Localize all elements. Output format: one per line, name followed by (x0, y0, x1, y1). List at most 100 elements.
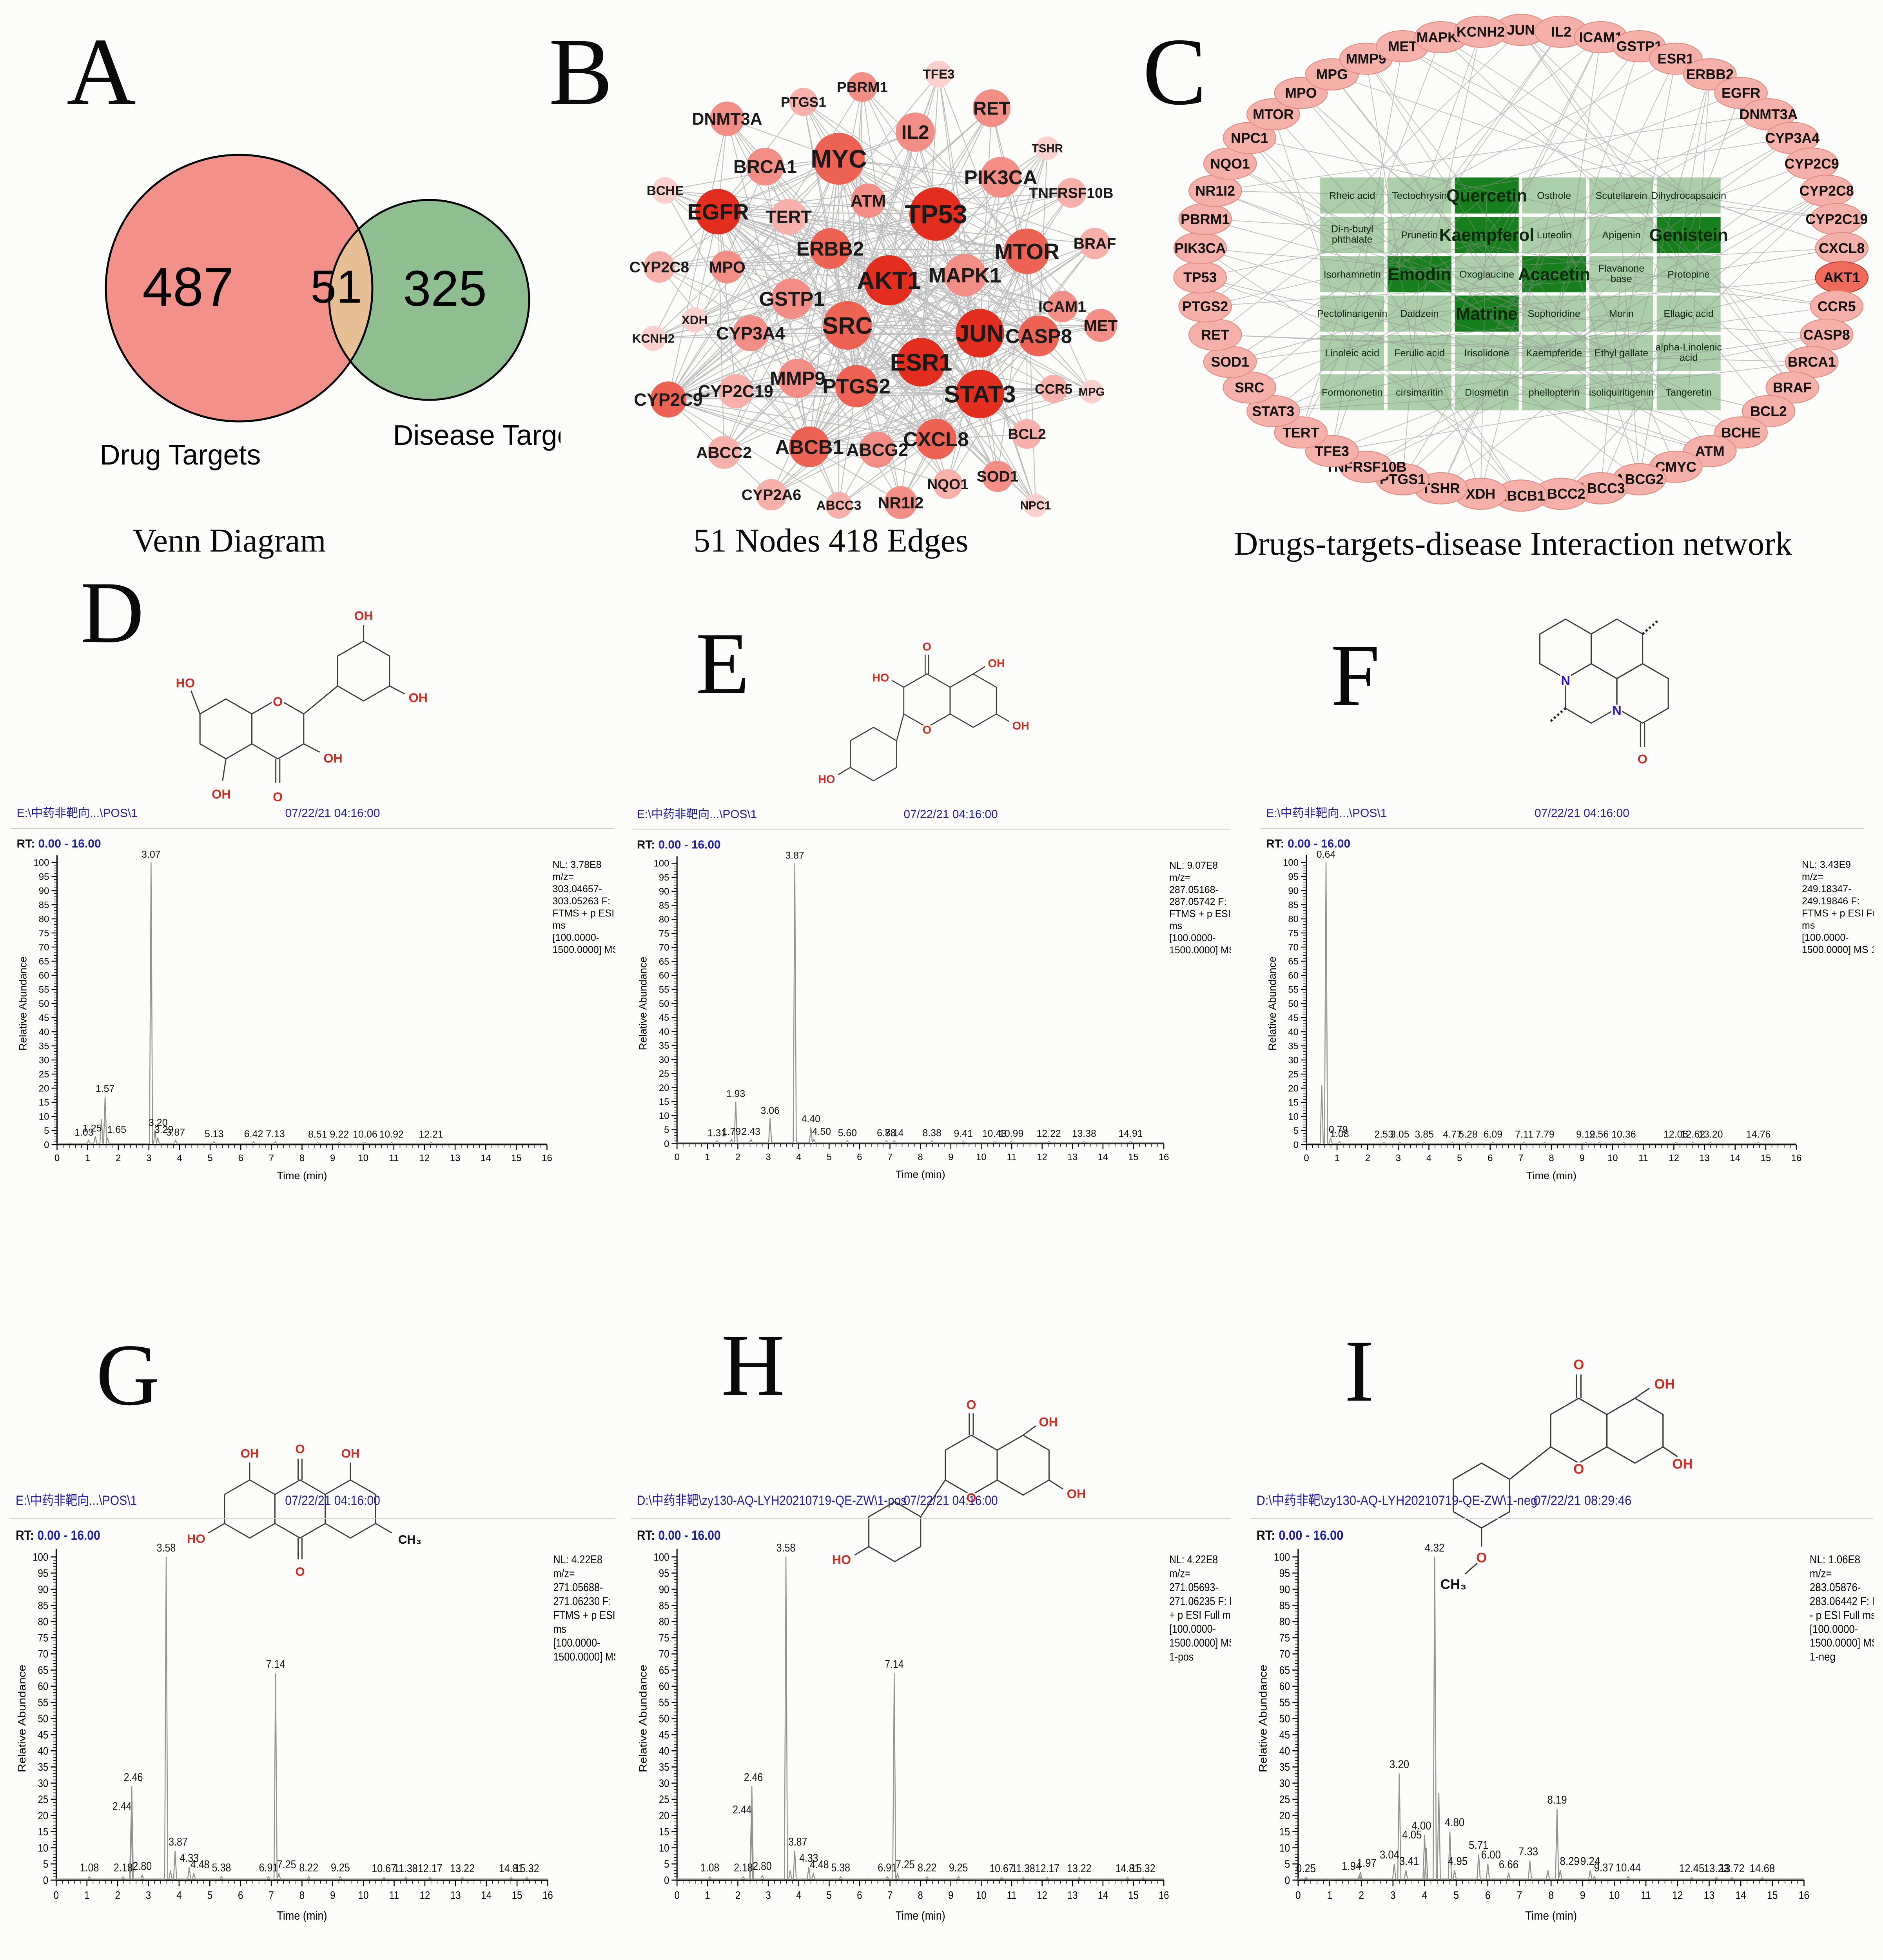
ppi-edge (809, 248, 831, 447)
nl-info-line: m/z= (1802, 871, 1823, 882)
peak-label: 3.07 (141, 849, 161, 860)
dtd-edge (1554, 190, 1827, 354)
ppi-edge (921, 243, 1095, 363)
x-tick-label: 14 (1098, 1890, 1108, 1902)
venn-left-value: 487 (142, 256, 234, 318)
ppi-node (810, 228, 851, 269)
dtd-edge (1230, 163, 1622, 393)
atom-label: HO (176, 676, 195, 690)
dtd-edge (1621, 195, 1812, 362)
y-tick-label: 35 (659, 1041, 669, 1051)
dtd-edge (1402, 274, 1622, 480)
y-tick-label: 55 (659, 985, 669, 995)
peak-label: 8.19 (1547, 1793, 1567, 1806)
dtd-ring-label: CXCL8 (1819, 240, 1865, 256)
dtd-edge (1351, 31, 1481, 392)
y-tick-label: 60 (1279, 1680, 1290, 1693)
dtd-edge (1480, 195, 1555, 494)
atom-label: CH₃ (1440, 1577, 1467, 1592)
compound-label: Pectolinarigenin (1317, 309, 1387, 319)
ppi-node-label: BRAF (1074, 236, 1116, 252)
y-tick-label: 15 (39, 1097, 49, 1108)
ppi-node-label: TERT (766, 207, 812, 227)
dtd-edge (1621, 195, 1837, 220)
bond (837, 767, 851, 775)
compound-label: Di-n-butyl phthalate (1331, 224, 1373, 245)
nl-info-line: NL: 3.78E8 (553, 859, 602, 870)
ppi-network: PTGS1 PBRM1 TFE3 DNMT3A MYC IL2 RET TSHR BRCA1 BC… (629, 61, 1117, 519)
compound-label: Kaempferol (1439, 225, 1535, 245)
compound-label: Protopine (1667, 269, 1710, 280)
dtd-edge (1249, 195, 1487, 388)
dtd-edge (1419, 58, 1676, 196)
y-tick-label: 80 (1279, 1615, 1290, 1628)
ppi-edge (915, 132, 1027, 252)
ppi-node (835, 365, 878, 407)
atom-label: O (1638, 751, 1647, 766)
y-tick-label: 55 (39, 984, 49, 995)
ppi-node (1047, 291, 1078, 322)
dtd-edge (1366, 313, 1689, 467)
peak-label: 7.33 (1518, 1845, 1538, 1858)
x-tick-label: 10 (358, 1890, 369, 1902)
dtd-edge (1205, 195, 1689, 307)
x-tick-label: 1 (1334, 1153, 1339, 1163)
x-tick-label: 2 (116, 1153, 121, 1163)
chromatogram-genistein: D:\中药非靶\zy130-AQ-LYH20210719-QE-ZW\1-pos… (631, 1493, 1231, 1922)
ring-bond (868, 1501, 922, 1563)
dtd-edge (1688, 313, 1769, 412)
y-tick-label: 35 (39, 1041, 49, 1051)
chromatogram-trace (677, 1557, 1164, 1880)
nl-info-line: 249.18347- (1802, 884, 1852, 895)
ppi-node-label: TSHR (1032, 142, 1063, 155)
y-tick-label: 25 (38, 1794, 49, 1806)
bond (208, 1523, 225, 1534)
dtd-ring-node (1246, 395, 1300, 427)
x-tick-label: 2 (735, 1890, 740, 1902)
dtd-edge (1554, 163, 1812, 354)
ppi-edge (735, 158, 840, 392)
x-tick-label: 12 (420, 1890, 430, 1902)
ppi-node (933, 469, 963, 499)
nl-info-line: 271.05688- (553, 1581, 603, 1593)
y-tick-label: 80 (1288, 914, 1299, 924)
chromatogram-emodin: E:\中药非靶向...\POS\1 07/22/21 04:16:00 RT: 0.… (10, 1493, 615, 1922)
dtd-ring-label: SRC (1235, 380, 1264, 396)
x-tick-label: 0 (54, 1890, 59, 1902)
ppi-edge (718, 211, 1027, 252)
nl-info-line: 1500.0000] MS 1 (553, 944, 616, 955)
x-tick-label: 2 (1359, 1889, 1364, 1902)
ppi-edge (935, 275, 966, 439)
dtd-ring-label: KCNH2 (1457, 24, 1505, 40)
peak-label: 4.40 (802, 1114, 820, 1125)
nl-info-line: NL: 4.22E8 (553, 1553, 602, 1566)
dtd-ring-label: CCR5 (1818, 299, 1856, 314)
y-tick-label: 45 (659, 1013, 669, 1023)
x-tick-label: 7 (1518, 1153, 1523, 1163)
ppi-edge (718, 211, 936, 215)
dtd-edge (1554, 274, 1837, 307)
nl-info-line: 1500.0000] MS (1810, 1636, 1874, 1649)
x-tick-label: 2 (1365, 1153, 1370, 1163)
nl-info-line: ms (1169, 921, 1182, 931)
ppi-edge (938, 74, 1039, 336)
ppi-edge (809, 275, 965, 447)
peak-label: 8.51 (308, 1129, 327, 1140)
ppi-node (1024, 494, 1047, 517)
ring-bond (325, 1479, 376, 1539)
panel-label-g: G (96, 1326, 160, 1424)
ppi-node (973, 89, 1010, 127)
ppi-edge (718, 211, 848, 326)
dtd-edge (1215, 114, 1769, 191)
dtd-edge (1366, 58, 1622, 393)
x-tick-label: 13 (450, 1153, 461, 1163)
ring-bond (1565, 663, 1618, 724)
ppi-node (1036, 136, 1059, 160)
atom-label: O (295, 1565, 305, 1579)
x-tick-label: 6 (857, 1890, 862, 1902)
ring-bond (251, 698, 305, 760)
atom-label: OH (409, 691, 428, 705)
y-tick-label: 60 (39, 970, 49, 981)
compound-cell (1589, 217, 1653, 253)
